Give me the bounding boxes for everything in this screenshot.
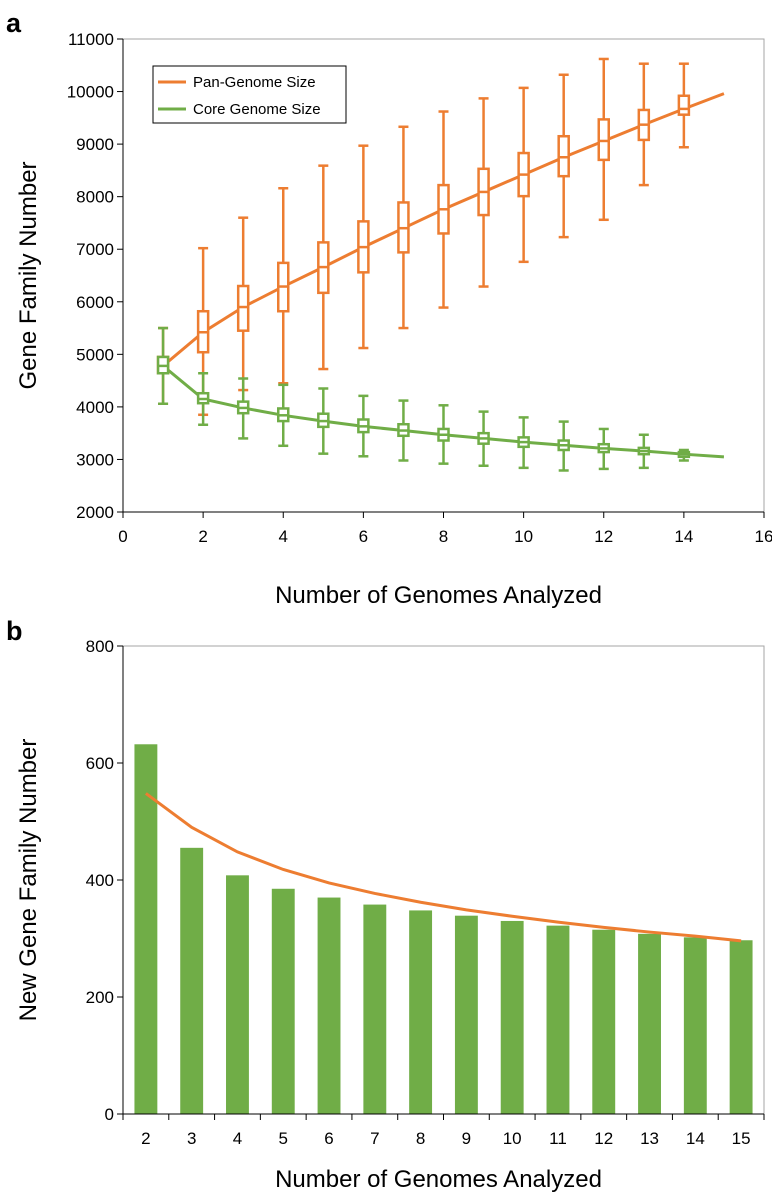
panel-b-x-tick-label: 11: [549, 1129, 567, 1148]
panel-a-x-tick-label: 4: [279, 527, 288, 546]
panel-b-chart: 0 200 400 600 800 2 3 4 5 6 7 8 9 10 11 12 13 14 15 New Gen…: [15, 637, 765, 1193]
new-gene-family-bar: [592, 929, 616, 1114]
panel-b-x-tick-label: 15: [732, 1129, 751, 1148]
panel-a-legend: Pan-Genome Size Core Genome Size: [152, 65, 347, 124]
panel-a-x-tick-label: 12: [594, 527, 613, 546]
core-genome-box: [277, 383, 290, 448]
panel-b-x-tick-label: 5: [279, 1129, 288, 1148]
panel-b-x-tick-label: 14: [686, 1129, 705, 1148]
panel-a-x-tick-label: 16: [755, 527, 772, 546]
new-gene-family-bar: [226, 875, 249, 1114]
panel-b-x-tick-label: 7: [370, 1129, 379, 1148]
panel-b-x-tick-label: 4: [233, 1129, 242, 1148]
panel-a-x-tick-label: 6: [359, 527, 368, 546]
panel-b-y-tick-label: 400: [86, 871, 114, 890]
panel-b-x-tick-label: 12: [594, 1129, 613, 1148]
panel-a-y-tick-label: 11000: [68, 30, 114, 49]
new-gene-family-bar: [363, 904, 387, 1114]
panel-a-x-tick-label: 14: [674, 527, 693, 546]
new-gene-family-bar: [729, 940, 753, 1114]
panel-b-x-tick-label: 3: [187, 1129, 196, 1148]
panel-a-x-tick-label: 2: [198, 527, 207, 546]
panel-b-x-tick-label: 6: [324, 1129, 333, 1148]
core-genome-box: [156, 326, 170, 405]
core-genome-box: [637, 433, 651, 470]
pan-genome-box: [637, 62, 651, 187]
panel-a-y-tick-label: 6000: [76, 293, 114, 312]
new-gene-family-bar: [180, 847, 204, 1114]
core-genome-box: [477, 410, 490, 468]
panel-a-x-axis-title: Number of Genomes Analyzed: [275, 582, 602, 609]
pan-genome-box: [597, 57, 610, 222]
core-genome-box: [597, 427, 610, 471]
pan-genome-box: [277, 187, 290, 385]
panel-b-y-tick-label: 0: [105, 1105, 114, 1124]
panel-a-y-tick-label: 7000: [76, 240, 114, 259]
panel-a-y-tick-label: 10000: [67, 83, 114, 102]
new-gene-family-bar: [134, 744, 158, 1114]
core-genome-box: [236, 377, 250, 440]
new-gene-family-bar: [638, 933, 661, 1114]
core-genome-box: [677, 448, 691, 462]
panel-b-y-tick-label: 800: [86, 637, 114, 656]
new-gene-family-bar: [317, 897, 341, 1114]
panel-b-plot-frame: [122, 645, 765, 1115]
panel-b-label: b: [6, 616, 23, 646]
pan-genome-box: [517, 86, 530, 264]
pan-genome-box: [317, 164, 330, 371]
pan-genome-box: [357, 144, 370, 350]
panel-a-y-tick-label: 8000: [76, 188, 114, 207]
legend-label-pan: Pan-Genome Size: [193, 74, 316, 91]
panel-b-y-tick-label: 600: [86, 754, 114, 773]
panel-b-x-tick-label: 10: [503, 1129, 522, 1148]
pan-genome-box: [397, 125, 410, 330]
panel-a-y-tick-label: 5000: [76, 345, 114, 364]
pan-genome-iqr-box: [597, 118, 610, 162]
new-gene-family-bar: [409, 910, 433, 1114]
legend-label-core: Core Genome Size: [193, 101, 321, 118]
panel-a-y-tick-label: 3000: [76, 450, 114, 469]
pan-genome-iqr-box: [236, 284, 250, 332]
panel-a-x-tick-label: 0: [118, 527, 127, 546]
panel-a-y-axis-title: Gene Family Number: [15, 161, 42, 389]
new-gene-family-bar: [683, 937, 707, 1114]
core-genome-box: [437, 404, 450, 465]
panel-a-y-tick-label: 4000: [76, 398, 114, 417]
panel-b-y-axis-title: New Gene Family Number: [15, 739, 42, 1022]
pan-genome-iqr-box: [677, 94, 691, 116]
pan-genome-box: [236, 216, 250, 392]
pan-genome-box: [557, 73, 570, 239]
panel-a-y-tick-label: 2000: [76, 503, 114, 522]
panel-a-label: a: [6, 8, 22, 38]
new-gene-family-bar: [500, 920, 524, 1114]
pan-genome-box: [477, 97, 490, 288]
core-genome-box: [357, 394, 370, 458]
panel-a-chart: 2000 3000 4000 5000 6000 7000 8000 9000 10000 110…: [15, 30, 772, 609]
core-genome-box: [557, 420, 570, 472]
panel-a-y-tick-label: 9000: [76, 135, 114, 154]
panel-b-x-tick-label: 2: [141, 1129, 150, 1148]
core-genome-box: [397, 399, 410, 462]
panel-b-y-tick-label: 200: [86, 988, 114, 1007]
panel-b-x-tick-label: 13: [640, 1129, 659, 1148]
pan-genome-box: [677, 62, 691, 149]
legend-box: [152, 65, 347, 124]
core-genome-box: [317, 387, 330, 455]
new-gene-family-bar: [271, 888, 295, 1114]
new-gene-family-bar: [454, 915, 478, 1114]
panel-b-x-tick-label: 9: [462, 1129, 471, 1148]
pan-genome-box: [437, 110, 450, 309]
panel-b-x-tick-label: 8: [416, 1129, 425, 1148]
new-gene-fit-line: [144, 792, 742, 943]
new-gene-family-bar: [546, 925, 570, 1114]
panel-b-x-axis-title: Number of Genomes Analyzed: [275, 1166, 602, 1193]
core-genome-box: [196, 372, 210, 427]
panel-a-x-tick-label: 10: [514, 527, 533, 546]
core-genome-box: [517, 416, 530, 470]
panel-a-x-tick-label: 8: [439, 527, 448, 546]
